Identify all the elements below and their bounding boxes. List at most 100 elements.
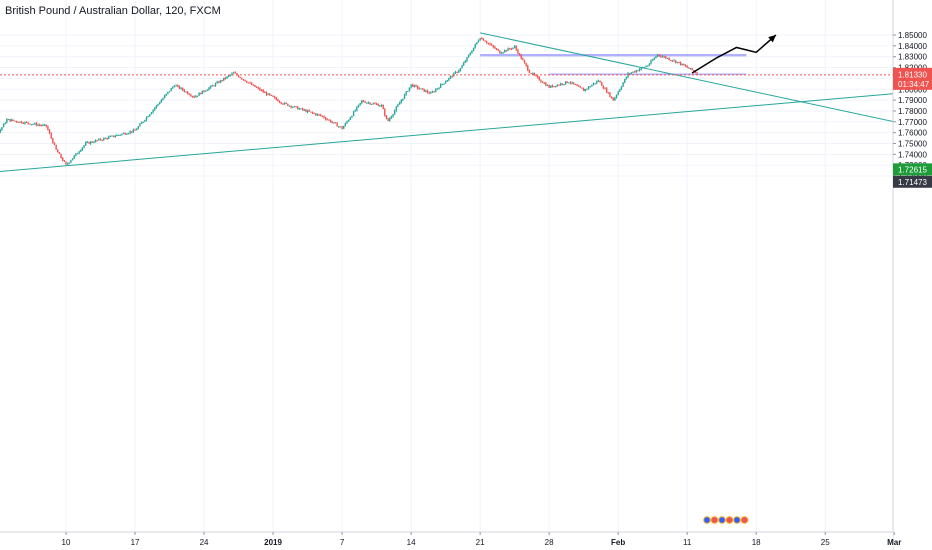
candle <box>377 103 379 107</box>
candle-body <box>545 83 547 86</box>
candle <box>0 128 1 134</box>
candle-body <box>400 100 402 103</box>
time-axis[interactable]: 10 17 24 2019 7 14 21 28 Feb 11 18 25 Mar <box>0 516 901 550</box>
event-flag-icon[interactable] <box>710 516 719 524</box>
candle-body <box>660 55 662 57</box>
candle <box>73 154 75 160</box>
candle <box>96 140 98 142</box>
candle-body <box>232 72 235 74</box>
candle-body <box>231 73 233 75</box>
candle-body <box>45 124 47 127</box>
events-icon[interactable] <box>703 516 749 524</box>
candle-body <box>528 70 531 73</box>
candle <box>413 84 416 88</box>
ascending-trendline[interactable] <box>0 73 932 176</box>
time-tick-label: 18 <box>752 538 761 547</box>
candle <box>25 121 28 124</box>
event-flag-icon[interactable] <box>718 516 726 524</box>
candle <box>507 47 509 51</box>
chart-title: British Pound / Australian Dollar, 120, … <box>5 5 221 17</box>
candle-body <box>131 131 133 133</box>
candle-body <box>412 84 414 87</box>
candle <box>676 61 679 64</box>
candle <box>306 109 309 114</box>
support-zone[interactable] <box>549 73 747 76</box>
candle <box>655 55 657 59</box>
candle-body <box>334 122 337 124</box>
chart-drawings[interactable] <box>0 32 932 176</box>
price-axis[interactable]: 1.850001.840001.830001.820001.810001.800… <box>892 0 932 550</box>
candle <box>163 94 166 99</box>
candle-body <box>2 123 5 128</box>
candle-body <box>402 98 404 101</box>
event-flag-icon[interactable] <box>733 516 741 524</box>
candle <box>505 49 508 52</box>
candle <box>665 56 667 59</box>
candle <box>591 84 593 87</box>
candle <box>510 47 513 51</box>
candle-body <box>494 46 496 49</box>
candle-body <box>211 85 213 87</box>
candle <box>688 67 690 69</box>
candle-body <box>53 143 56 145</box>
candle-body <box>259 88 261 91</box>
candle <box>610 96 613 99</box>
candle-body <box>109 136 112 138</box>
candle <box>122 132 125 135</box>
candle <box>673 59 675 62</box>
event-flag-icon[interactable] <box>703 516 711 524</box>
candle <box>430 91 432 94</box>
candle-body <box>219 80 222 83</box>
chart-drawings-front[interactable] <box>0 34 893 76</box>
candle <box>620 85 623 91</box>
candle <box>648 63 651 67</box>
candle-body <box>344 123 347 127</box>
candle <box>211 84 213 87</box>
candle <box>446 79 448 82</box>
candle <box>124 132 126 135</box>
projection-arrow[interactable] <box>691 34 777 74</box>
candle-body <box>420 88 422 90</box>
descending-trendline[interactable] <box>480 32 895 123</box>
candle-body <box>66 163 69 165</box>
candle <box>658 54 660 57</box>
candle-body <box>668 58 670 60</box>
candle <box>242 79 245 81</box>
candle <box>170 87 172 92</box>
candle <box>257 86 259 90</box>
candle-body <box>76 153 79 155</box>
candle <box>513 45 516 49</box>
candle-body <box>604 88 606 90</box>
candle <box>270 94 273 96</box>
candle <box>594 83 596 85</box>
event-flag-icon[interactable] <box>740 516 749 524</box>
candle <box>244 79 246 82</box>
candle <box>142 121 144 123</box>
candle <box>599 80 601 83</box>
candle <box>326 118 328 121</box>
candle-body <box>27 122 29 124</box>
candle-body <box>186 91 189 94</box>
candle <box>117 134 120 136</box>
candle <box>474 43 476 49</box>
candle-body <box>147 116 149 118</box>
candle <box>172 86 174 89</box>
event-flag-icon[interactable] <box>725 516 734 524</box>
candle-body <box>22 123 24 125</box>
candle-body <box>167 91 169 94</box>
candle <box>106 137 108 140</box>
candle <box>1 127 3 131</box>
candle-body <box>249 82 251 84</box>
candle <box>262 89 264 93</box>
candle <box>150 111 153 115</box>
candle <box>336 122 338 127</box>
candle-body <box>696 72 698 74</box>
candle-body <box>78 151 80 154</box>
candle-body <box>502 52 504 54</box>
price-badge-dark <box>893 175 932 188</box>
candle-body <box>195 96 197 98</box>
resistance-zone[interactable] <box>480 53 747 57</box>
candle <box>622 81 624 87</box>
candle <box>260 89 263 92</box>
